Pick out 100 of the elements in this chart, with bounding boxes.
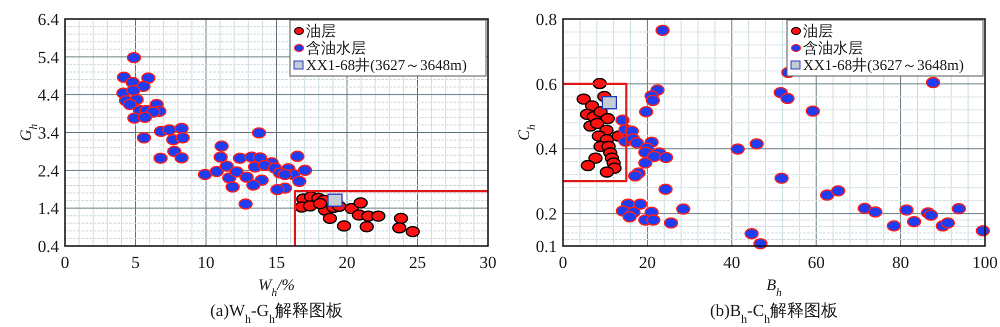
legend-label: 油层 (803, 23, 833, 40)
point (940, 217, 956, 229)
point (126, 84, 141, 96)
point (336, 220, 352, 232)
point (136, 80, 151, 92)
x-tick-label: 30 (480, 253, 496, 272)
point (174, 152, 189, 164)
y-tick-label: 6.4 (38, 10, 60, 29)
point (646, 94, 660, 106)
y-tick-label: 1.4 (38, 199, 60, 218)
point (830, 185, 846, 197)
point (278, 168, 292, 180)
x-tick-label: 20 (338, 253, 356, 272)
x-tick-label: 60 (808, 253, 825, 272)
point (658, 184, 673, 195)
point (270, 184, 284, 196)
point (176, 132, 190, 144)
point (141, 72, 156, 84)
point (239, 171, 254, 183)
point (628, 170, 642, 182)
point (780, 92, 795, 104)
point (646, 214, 660, 226)
point (220, 160, 234, 172)
point (298, 164, 312, 176)
point (820, 189, 834, 201)
point (590, 118, 604, 130)
y-tick-label: 0.4 (38, 237, 60, 256)
point (327, 194, 343, 207)
point (392, 222, 406, 234)
point (638, 157, 652, 169)
point (354, 197, 368, 209)
y-tick-label: 0.2 (536, 204, 557, 224)
text: (b)B$_{h}$-C$_{h}$解释图板 (710, 301, 838, 326)
point (600, 112, 615, 124)
x-axis-title: W$_{h}$/% (258, 277, 295, 299)
x-tick-label: 25 (409, 253, 426, 272)
point (638, 106, 654, 118)
x-tick-label: 20 (638, 253, 656, 272)
point (655, 24, 670, 36)
point (214, 151, 228, 163)
point (926, 76, 940, 88)
point (658, 152, 674, 164)
point (174, 122, 189, 134)
point (138, 112, 152, 124)
point (750, 138, 764, 150)
legend-label: XX1-68井(3627～3648m) (306, 57, 467, 74)
point (858, 202, 872, 214)
point (588, 152, 603, 164)
point (924, 210, 938, 221)
point (952, 203, 966, 214)
point (198, 168, 212, 180)
point (238, 198, 253, 210)
point (600, 166, 614, 178)
x-tick-label: 0 (60, 253, 70, 272)
point (290, 150, 305, 162)
point (868, 206, 882, 218)
point (676, 203, 690, 215)
y-tick-label: 2.4 (38, 161, 60, 180)
x-tick-label: 5 (131, 253, 140, 272)
legend-label: XX1-68井(3627～3648m) (803, 57, 964, 74)
point (576, 93, 591, 105)
point (602, 96, 618, 110)
point (394, 212, 408, 224)
point (292, 176, 306, 187)
point (730, 143, 745, 155)
legend-label: 含油水层 (803, 40, 863, 57)
point (664, 217, 678, 229)
y-tick-label: 0.4 (536, 140, 558, 159)
point (229, 166, 244, 178)
x-tick-label: 100 (972, 253, 998, 272)
point (886, 220, 901, 232)
y-tick-label: 0.6 (536, 74, 557, 94)
point (630, 137, 644, 149)
y-tick-label: 5.4 (38, 48, 60, 67)
point (136, 132, 152, 144)
x-tick-label: 10 (198, 253, 214, 272)
legend-label: 油层 (306, 23, 336, 40)
point (162, 124, 176, 136)
point (806, 105, 820, 117)
point (214, 140, 229, 152)
point (322, 212, 338, 224)
point (360, 221, 374, 232)
point (312, 198, 328, 210)
x-axis-title: B$_{h}$ (766, 277, 782, 299)
point (899, 204, 914, 216)
point (744, 228, 759, 240)
x-tick-label: 0 (558, 253, 568, 272)
x-tick-label: 15 (268, 253, 285, 272)
point (226, 181, 240, 193)
point (622, 211, 637, 222)
x-tick-label: 40 (723, 253, 740, 272)
y-tick-label: 0.8 (536, 10, 557, 29)
point (580, 160, 596, 172)
y-tick-label: 3.4 (38, 124, 60, 142)
point (232, 152, 248, 164)
point (122, 98, 138, 110)
legend-label: 含油水层 (306, 40, 366, 57)
point (774, 172, 789, 184)
point (252, 127, 266, 139)
point (246, 179, 261, 191)
